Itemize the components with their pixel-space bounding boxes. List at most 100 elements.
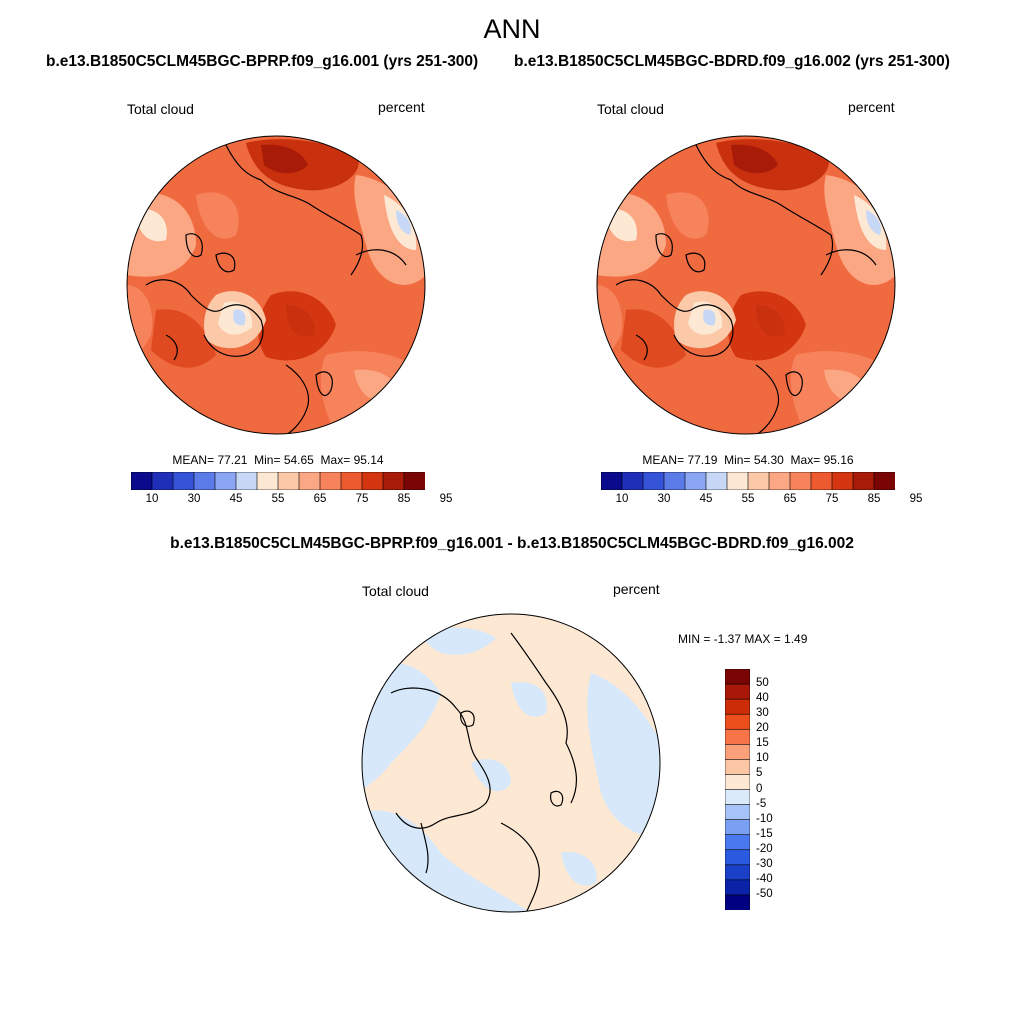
- case1-max-value: 95.14: [353, 453, 384, 467]
- diff-field-region: [362, 662, 441, 793]
- case1-colorbar-swatch: [340, 472, 363, 490]
- diff-colorbar-swatch: [725, 819, 750, 836]
- case2-colorbar-swatch: [789, 472, 812, 490]
- diff-field-region: [471, 759, 511, 792]
- diff-coastline: [390, 687, 491, 829]
- case1-colorbar-swatch: [319, 472, 342, 490]
- diff-colorbar-tick-label: 10: [756, 752, 769, 765]
- case1-map-border: [126, 135, 426, 435]
- case1-colorbar-swatch: [131, 472, 153, 490]
- case2-coastlines: [615, 144, 877, 434]
- case2-min-value: 54.30: [753, 453, 784, 467]
- case2-polar-map: [596, 135, 896, 435]
- case2-field-region: [731, 144, 778, 174]
- diff-colorbar-swatch: [725, 774, 750, 791]
- case2-field-region: [703, 309, 716, 326]
- case2-colorbar-swatch: [621, 472, 644, 490]
- diff-colorbar-tick-label: 0: [756, 782, 763, 795]
- case2-colorbar: [601, 472, 895, 490]
- figure-title: ANN: [483, 14, 541, 44]
- case2-coastline: [785, 371, 803, 397]
- case1-colorbar-tick-label: 45: [229, 493, 243, 505]
- case2-colorbar-swatch: [726, 472, 749, 490]
- case1-field-region: [286, 305, 315, 337]
- diff-colorbar-swatch: [725, 864, 750, 881]
- diff-colorbar-tick-label: -30: [756, 857, 773, 870]
- diff-minmax-text: MIN = -1.37 MAX = 1.49: [678, 632, 808, 646]
- diff-field-region: [561, 852, 597, 886]
- diff-field-region: [421, 627, 496, 655]
- case1-stats-line: MEAN= 77.21 Min= 54.65 Max= 95.14: [132, 453, 424, 467]
- case1-colorbar-tick-label: 10: [145, 493, 159, 505]
- case2-colorbar-ticks: 10 30 45 55 65 75 85 95: [601, 493, 923, 509]
- diff-colorbar-tick-label: -40: [756, 872, 773, 885]
- case2-colorbar-swatch: [684, 472, 707, 490]
- diff-variable-label: Total cloud: [362, 583, 429, 599]
- case2-coastline: [825, 249, 877, 266]
- diff-coastline: [500, 822, 540, 912]
- diff-coastline: [460, 710, 475, 727]
- case2-colorbar-swatch: [601, 472, 623, 490]
- case2-max-value: 95.16: [823, 453, 854, 467]
- case1-coastline: [315, 371, 333, 397]
- diff-units-label: percent: [613, 581, 660, 597]
- diff-colorbar-swatch: [725, 713, 750, 730]
- case2-colorbar-tick-label: 65: [783, 493, 797, 505]
- diff-colorbar-tick-label: 5: [756, 767, 763, 780]
- diff-field-region: [587, 673, 660, 836]
- diff-colorbar-swatch: [725, 834, 750, 851]
- diff-coastline: [420, 822, 429, 874]
- case2-colorbar-swatch: [768, 472, 791, 490]
- case2-field-region: [666, 192, 709, 239]
- case2-coastline: [635, 334, 648, 361]
- case1-mean-value: 77.21: [217, 453, 248, 467]
- case2-max-label: Max=: [790, 453, 821, 467]
- diff-colorbar-swatch: [725, 879, 750, 896]
- case1-colorbar-swatch: [214, 472, 237, 490]
- diff-colorbar-tick-label: 50: [756, 677, 769, 690]
- case1-field-region: [196, 192, 239, 239]
- case2-units-label: percent: [848, 99, 895, 115]
- case2-field-region: [621, 309, 686, 368]
- diff-colorbar: [725, 669, 750, 910]
- case1-coastline: [225, 144, 364, 276]
- case2-title: b.e13.B1850C5CLM45BGC-BDRD.f09_g16.002 (…: [514, 53, 950, 70]
- diff-colorbar-tick-label: -5: [756, 797, 767, 810]
- case1-coastline: [285, 364, 310, 434]
- case1-coastline: [165, 334, 178, 361]
- diff-coastlines: [390, 632, 577, 912]
- diff-colorbar-tick-label: 20: [756, 722, 769, 735]
- case2-field-region: [866, 210, 881, 235]
- case1-max-label: Max=: [320, 453, 351, 467]
- diff-colorbar-swatch: [725, 789, 750, 806]
- case2-colorbar-swatch: [873, 472, 895, 490]
- case2-colorbar-swatch: [810, 472, 833, 490]
- diff-colorbar-swatch: [725, 744, 750, 760]
- diff-coastline: [550, 790, 564, 807]
- case1-mean-label: MEAN=: [172, 453, 215, 467]
- case1-colorbar-swatch: [298, 472, 321, 490]
- case1-colorbar-swatch: [235, 472, 258, 490]
- diff-colorbar-tick-label: -20: [756, 842, 773, 855]
- case2-colorbar-swatch: [747, 472, 770, 490]
- case1-polar-map: [126, 135, 426, 435]
- case2-mean-label: MEAN=: [642, 453, 685, 467]
- case1-colorbar: [131, 472, 425, 490]
- case2-min-label: Min=: [724, 453, 751, 467]
- case2-colorbar-swatch: [852, 472, 875, 490]
- case1-field-region: [261, 144, 308, 174]
- case1-colorbar-tick-label: 55: [271, 493, 285, 505]
- diff-colorbar-swatch: [725, 894, 750, 910]
- case1-field-region: [396, 210, 411, 235]
- case2-colorbar-tick-label: 75: [825, 493, 839, 505]
- case1-colorbar-tick-label: 65: [313, 493, 327, 505]
- case2-coastline: [685, 252, 706, 273]
- difference-title: b.e13.B1850C5CLM45BGC-BPRP.f09_g16.001 -…: [170, 535, 854, 552]
- diff-colorbar-swatch: [725, 759, 750, 776]
- diff-colorbar-swatch: [725, 849, 750, 866]
- case1-colorbar-ticks: 10 30 45 55 65 75 85 95: [131, 493, 453, 509]
- case1-coastline: [355, 249, 407, 266]
- case1-colorbar-swatch: [361, 472, 384, 490]
- case1-variable-label: Total cloud: [127, 101, 194, 117]
